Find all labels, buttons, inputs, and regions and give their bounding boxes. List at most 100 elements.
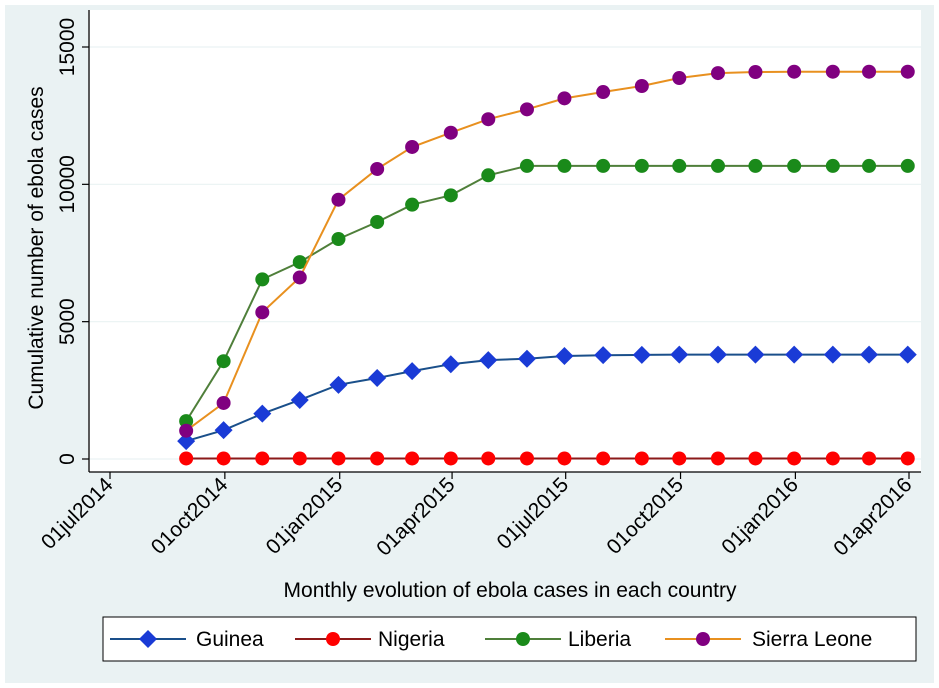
sierra-leone-point <box>862 64 877 79</box>
nigeria-point <box>634 451 649 466</box>
nigeria-point <box>557 451 572 466</box>
nigeria-point <box>900 451 915 466</box>
liberia-point <box>519 158 534 173</box>
nigeria-point <box>292 451 307 466</box>
guinea-point <box>670 345 689 364</box>
guinea-point <box>329 375 348 394</box>
liberia-point <box>331 231 346 246</box>
sierra-leone-point <box>216 395 231 410</box>
guinea-point <box>479 351 498 370</box>
x-tick-label: 01jul2014 <box>37 473 118 554</box>
sierra-leone-point <box>292 270 307 285</box>
nigeria-point <box>405 451 420 466</box>
sierra-leone-point <box>900 64 915 79</box>
liberia-point <box>255 272 270 287</box>
nigeria-point <box>216 451 231 466</box>
guinea-point <box>214 421 233 440</box>
guinea-point <box>823 345 842 364</box>
sierra-leone-point <box>331 192 346 207</box>
guinea-point <box>403 362 422 381</box>
nigeria-point <box>672 451 687 466</box>
sierra-leone-point <box>443 125 458 140</box>
guinea-point <box>555 347 574 365</box>
legend-sierra-leone-marker <box>696 632 710 646</box>
x-tick-label: 01jul2015 <box>493 473 574 554</box>
plot-area <box>88 10 921 472</box>
sierra-leone-point <box>672 71 687 86</box>
nigeria-point <box>787 451 802 466</box>
sierra-leone-point <box>179 423 194 438</box>
legend-nigeria-label: Nigeria <box>378 628 445 651</box>
liberia-point <box>900 158 915 173</box>
sierra-leone-point <box>255 305 270 320</box>
liberia-point <box>748 158 763 173</box>
liberia-point <box>825 158 840 173</box>
y-tick-label: 5000 <box>56 298 79 345</box>
nigeria-point <box>710 451 725 466</box>
liberia-point <box>557 158 572 173</box>
legend-liberia-marker <box>516 632 530 646</box>
guinea-point <box>746 345 765 364</box>
nigeria-point <box>519 451 534 466</box>
liberia-point <box>672 158 687 173</box>
nigeria-point <box>255 451 270 466</box>
liberia-point <box>481 168 496 183</box>
guinea-point <box>785 345 804 364</box>
guinea-point <box>594 346 613 365</box>
x-tick-label: 01apr2016 <box>829 473 916 560</box>
legend-guinea-marker <box>139 630 157 648</box>
liberia-point <box>634 158 649 173</box>
liberia-point <box>596 158 611 173</box>
y-tick-label: 10000 <box>56 155 79 213</box>
series-nigeria <box>179 451 915 466</box>
guinea-point <box>517 349 536 368</box>
legend: Guinea Nigeria Liberia Sierra Leone <box>102 616 917 662</box>
guinea-point <box>177 432 196 451</box>
nigeria-point <box>331 451 346 466</box>
nigeria-point <box>596 451 611 466</box>
liberia-point <box>710 158 725 173</box>
liberia-point <box>787 158 802 173</box>
series-layer <box>177 64 917 466</box>
sierra-leone-point <box>748 64 763 79</box>
sierra-leone-point <box>370 161 385 176</box>
nigeria-point <box>825 451 840 466</box>
x-tick-label: 01jan2016 <box>717 473 803 559</box>
sierra-leone-point <box>481 112 496 127</box>
nigeria-point <box>443 451 458 466</box>
series-sierra-leone <box>179 64 915 438</box>
series-guinea <box>177 345 917 451</box>
nigeria-point <box>370 451 385 466</box>
series-liberia <box>179 158 915 429</box>
sierra-leone-point <box>634 79 649 94</box>
sierra-leone-point <box>710 66 725 81</box>
legend-guinea-label: Guinea <box>196 628 264 651</box>
x-axis-label: Monthly evolution of ebola cases in each… <box>284 579 737 602</box>
liberia-point <box>405 197 420 212</box>
liberia-point <box>862 158 877 173</box>
guinea-point <box>632 345 651 364</box>
nigeria-point <box>748 451 763 466</box>
legend-liberia-label: Liberia <box>568 628 631 651</box>
liberia-point <box>292 255 307 270</box>
guinea-point <box>441 355 460 374</box>
y-axis-label: Cumulative number of ebola cases <box>25 86 48 409</box>
nigeria-point <box>862 451 877 466</box>
nigeria-point <box>481 451 496 466</box>
liberia-point <box>179 414 194 429</box>
y-tick-label: 15000 <box>56 18 79 76</box>
liberia-point <box>370 214 385 229</box>
y-tick-label: 0 <box>56 453 79 465</box>
guinea-point <box>253 404 272 423</box>
sierra-leone-point <box>787 64 802 79</box>
x-tick-label: 01apr2015 <box>372 473 459 560</box>
x-tick-label: 01oct2014 <box>147 473 233 559</box>
x-tick-label: 01jan2015 <box>262 473 348 559</box>
nigeria-point <box>179 451 194 466</box>
guinea-point <box>898 345 917 364</box>
guinea-point <box>368 368 387 387</box>
sierra-leone-point <box>405 139 420 154</box>
liberia-point <box>443 188 458 203</box>
guinea-point <box>860 345 879 364</box>
